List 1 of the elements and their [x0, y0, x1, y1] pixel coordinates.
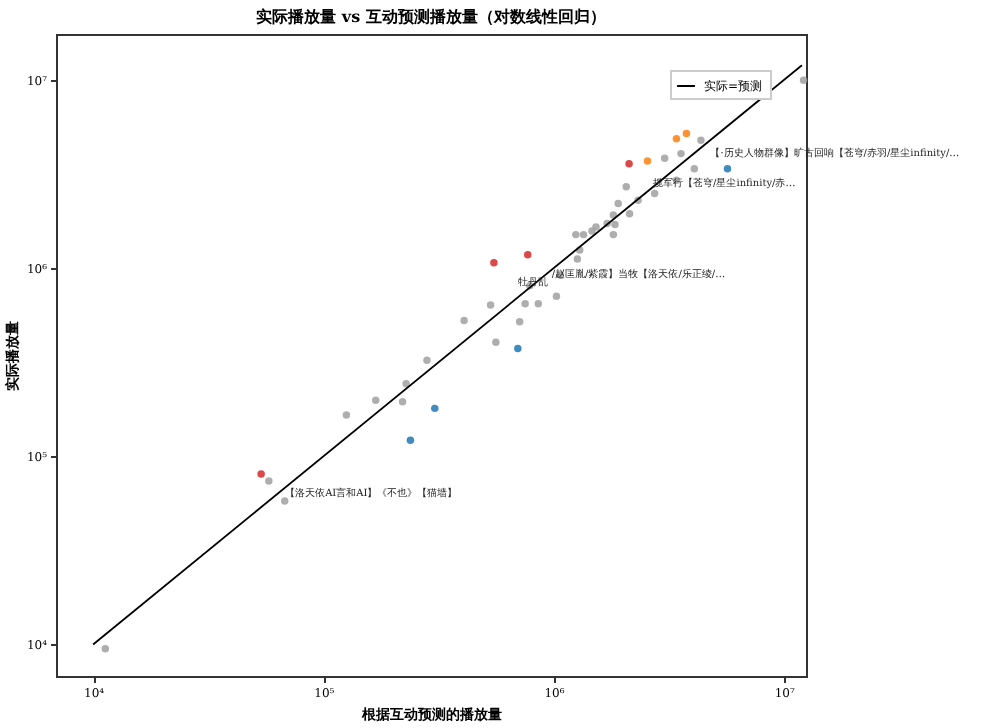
chart-title: 实际播放量 vs 互动预测播放量（对数线性回归）: [256, 6, 606, 26]
